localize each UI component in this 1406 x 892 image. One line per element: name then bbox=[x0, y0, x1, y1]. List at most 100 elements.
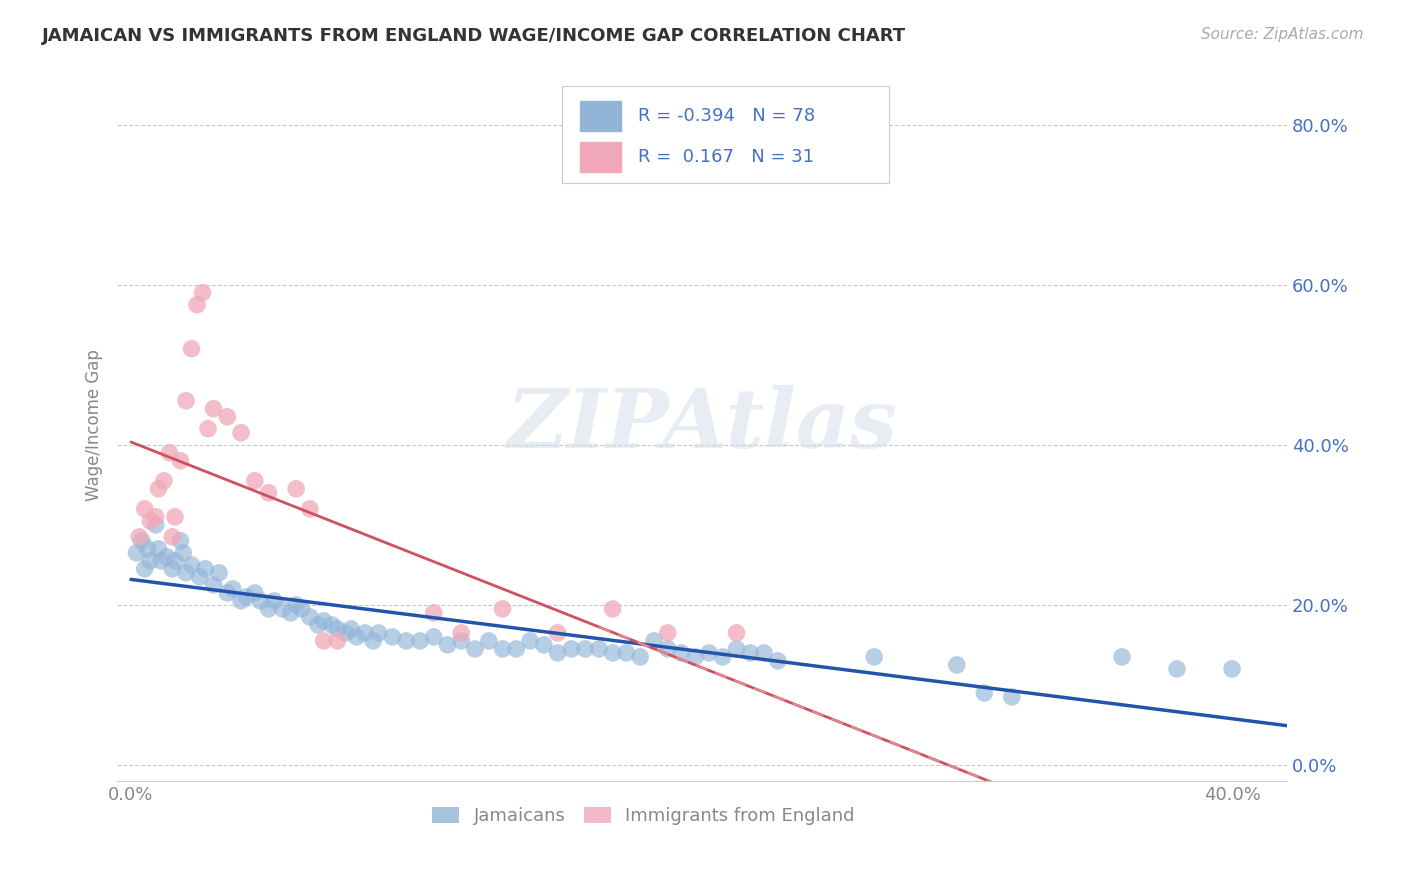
Y-axis label: Wage/Income Gap: Wage/Income Gap bbox=[86, 349, 103, 500]
Point bbox=[194, 562, 217, 576]
Point bbox=[222, 582, 245, 596]
Point bbox=[197, 422, 219, 436]
Point bbox=[134, 562, 156, 576]
Point bbox=[162, 530, 184, 544]
Point bbox=[312, 614, 335, 628]
Point bbox=[602, 646, 624, 660]
Point bbox=[766, 654, 789, 668]
Point bbox=[1001, 690, 1024, 704]
Point bbox=[422, 606, 444, 620]
Point bbox=[588, 641, 610, 656]
Text: ZIPAtlas: ZIPAtlas bbox=[506, 384, 897, 465]
Point bbox=[307, 618, 329, 632]
Text: Source: ZipAtlas.com: Source: ZipAtlas.com bbox=[1201, 27, 1364, 42]
Point bbox=[291, 602, 314, 616]
Point bbox=[335, 626, 357, 640]
Point bbox=[450, 626, 472, 640]
Point bbox=[464, 641, 486, 656]
Point bbox=[163, 509, 186, 524]
Point bbox=[191, 285, 214, 300]
Point bbox=[409, 633, 432, 648]
Point bbox=[243, 474, 266, 488]
Point bbox=[217, 586, 239, 600]
Point bbox=[243, 586, 266, 600]
Point bbox=[148, 482, 170, 496]
Point bbox=[257, 602, 280, 616]
Point bbox=[139, 554, 162, 568]
Point bbox=[450, 633, 472, 648]
Point bbox=[616, 646, 638, 660]
Point bbox=[145, 509, 167, 524]
Point bbox=[150, 554, 173, 568]
Point bbox=[128, 530, 150, 544]
Point bbox=[1111, 649, 1133, 664]
Point bbox=[491, 641, 513, 656]
Point bbox=[188, 570, 211, 584]
Point bbox=[139, 514, 162, 528]
Point bbox=[436, 638, 458, 652]
Point bbox=[574, 641, 596, 656]
Point bbox=[229, 425, 252, 440]
Point bbox=[125, 546, 148, 560]
Bar bbox=[581, 102, 621, 131]
Point bbox=[340, 622, 363, 636]
Point bbox=[298, 610, 321, 624]
Point bbox=[186, 298, 208, 312]
Point bbox=[740, 646, 762, 660]
Point bbox=[321, 618, 343, 632]
Point bbox=[491, 602, 513, 616]
Point bbox=[533, 638, 555, 652]
Point bbox=[280, 606, 302, 620]
Point bbox=[172, 546, 194, 560]
Point bbox=[202, 401, 225, 416]
Point bbox=[263, 594, 285, 608]
Point bbox=[1220, 662, 1243, 676]
Point bbox=[628, 649, 651, 664]
Point bbox=[643, 633, 665, 648]
Point bbox=[156, 549, 179, 564]
Point bbox=[346, 630, 368, 644]
Point bbox=[312, 633, 335, 648]
Point bbox=[725, 641, 748, 656]
Legend: Jamaicans, Immigrants from England: Jamaicans, Immigrants from England bbox=[433, 807, 855, 825]
Point bbox=[174, 566, 197, 580]
Point bbox=[354, 626, 377, 640]
Point bbox=[711, 649, 734, 664]
Point bbox=[202, 578, 225, 592]
Text: R = -0.394   N = 78: R = -0.394 N = 78 bbox=[638, 107, 815, 125]
Point bbox=[683, 649, 706, 664]
Point bbox=[1166, 662, 1188, 676]
Point bbox=[145, 517, 167, 532]
Point bbox=[136, 541, 159, 556]
Text: JAMAICAN VS IMMIGRANTS FROM ENGLAND WAGE/INCOME GAP CORRELATION CHART: JAMAICAN VS IMMIGRANTS FROM ENGLAND WAGE… bbox=[42, 27, 907, 45]
Point bbox=[395, 633, 418, 648]
Point bbox=[657, 641, 679, 656]
Point bbox=[945, 657, 967, 672]
FancyBboxPatch shape bbox=[562, 87, 890, 183]
Point bbox=[148, 541, 170, 556]
Point bbox=[547, 626, 569, 640]
Point bbox=[162, 562, 184, 576]
Point bbox=[361, 633, 384, 648]
Point bbox=[505, 641, 527, 656]
Point bbox=[671, 646, 693, 660]
Point bbox=[285, 482, 308, 496]
Point bbox=[163, 554, 186, 568]
Point bbox=[153, 474, 176, 488]
Point bbox=[131, 533, 153, 548]
Point bbox=[381, 630, 404, 644]
Point bbox=[208, 566, 231, 580]
Point bbox=[367, 626, 389, 640]
Point bbox=[752, 646, 775, 660]
Bar bbox=[581, 142, 621, 172]
Point bbox=[863, 649, 886, 664]
Point bbox=[174, 393, 197, 408]
Point bbox=[235, 590, 257, 604]
Point bbox=[217, 409, 239, 424]
Point bbox=[285, 598, 308, 612]
Point bbox=[326, 622, 349, 636]
Point bbox=[697, 646, 720, 660]
Point bbox=[159, 446, 181, 460]
Point bbox=[229, 594, 252, 608]
Point bbox=[725, 626, 748, 640]
